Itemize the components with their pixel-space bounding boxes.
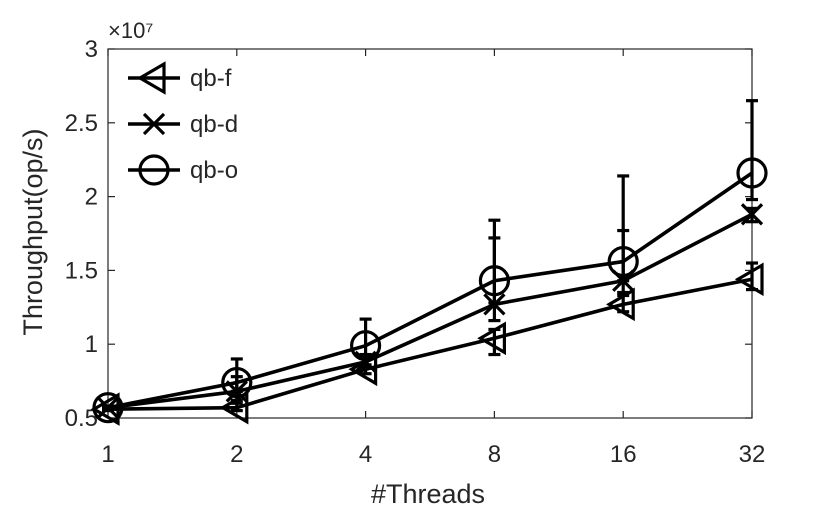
- x-tick-label: 8: [488, 441, 501, 468]
- legend-label: qb-d: [190, 111, 238, 138]
- legend-marker-qb-f: [136, 61, 166, 95]
- data-point-qb-o: [736, 157, 768, 189]
- series-layer: [90, 99, 768, 426]
- data-point-qb-f: [606, 287, 635, 322]
- data-point-qb-f: [734, 262, 764, 297]
- error-bar-qb-o: [617, 174, 630, 283]
- data-point-qb-o: [350, 330, 382, 362]
- series-qb-o: [92, 99, 768, 424]
- x-tick-label: 16: [610, 441, 637, 468]
- legend-marker-qb-d: [142, 112, 166, 136]
- error-bar-qb-o: [488, 218, 501, 305]
- error-bar-qb-o: [746, 99, 758, 202]
- data-point-qb-d: [354, 350, 377, 374]
- data-point-qb-o: [607, 245, 639, 278]
- data-point-qb-f: [90, 392, 120, 426]
- series-line-qb-o: [107, 171, 754, 410]
- legend-entry-qb-o: qb-o: [128, 154, 238, 186]
- y-tick-label: 1.5: [65, 257, 98, 284]
- legend-entry-qb-f: qb-f: [128, 61, 232, 95]
- error-bar-qb-o: [102, 404, 114, 411]
- data-point-qb-o: [221, 366, 253, 399]
- legend-label: qb-o: [190, 157, 238, 184]
- legend-marker-qb-o: [138, 154, 170, 186]
- legend: qb-f qb-d qb-o: [128, 61, 238, 186]
- y-tick-label: 2.5: [65, 110, 98, 137]
- y-axis-exponent-label: ×10⁷: [108, 18, 153, 43]
- x-tick-label: 2: [230, 441, 243, 468]
- y-tick-label: 3: [85, 36, 98, 63]
- data-point-qb-f: [477, 321, 506, 356]
- y-tick-label: 1: [85, 331, 98, 358]
- axes: [107, 48, 753, 419]
- plot-area: [108, 49, 752, 418]
- x-tick-label: 1: [101, 441, 114, 468]
- y-axis-label: Throughput(op/s): [18, 128, 48, 335]
- data-point-qb-o: [478, 265, 510, 297]
- axes-box: [107, 48, 753, 419]
- data-point-qb-o: [92, 392, 124, 424]
- error-bar-qb-o: [230, 357, 243, 394]
- x-axis-ticks: 1 2 4 8 16 32: [101, 49, 765, 468]
- x-tick-label: 32: [739, 441, 766, 468]
- legend-label: qb-f: [190, 65, 232, 92]
- x-axis-label: #Threads: [371, 479, 485, 509]
- series-line-qb-d: [107, 212, 753, 410]
- x-tick-label: 4: [359, 441, 372, 468]
- y-tick-label: 2: [85, 184, 98, 211]
- data-point-qb-d: [740, 203, 764, 226]
- legend-entry-qb-d: qb-d: [128, 111, 238, 138]
- series-line-qb-f: [107, 277, 753, 411]
